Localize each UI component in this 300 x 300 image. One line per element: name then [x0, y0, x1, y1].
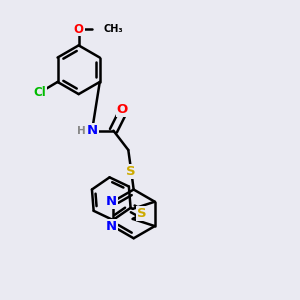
- Text: N: N: [86, 124, 98, 137]
- Text: O: O: [74, 22, 84, 35]
- Text: CH₃: CH₃: [103, 24, 123, 34]
- Text: S: S: [137, 207, 146, 220]
- Text: O: O: [117, 103, 128, 116]
- Text: H: H: [77, 126, 86, 136]
- Text: N: N: [106, 220, 117, 232]
- Text: N: N: [106, 195, 117, 208]
- Text: Cl: Cl: [33, 85, 46, 99]
- Text: S: S: [127, 165, 136, 178]
